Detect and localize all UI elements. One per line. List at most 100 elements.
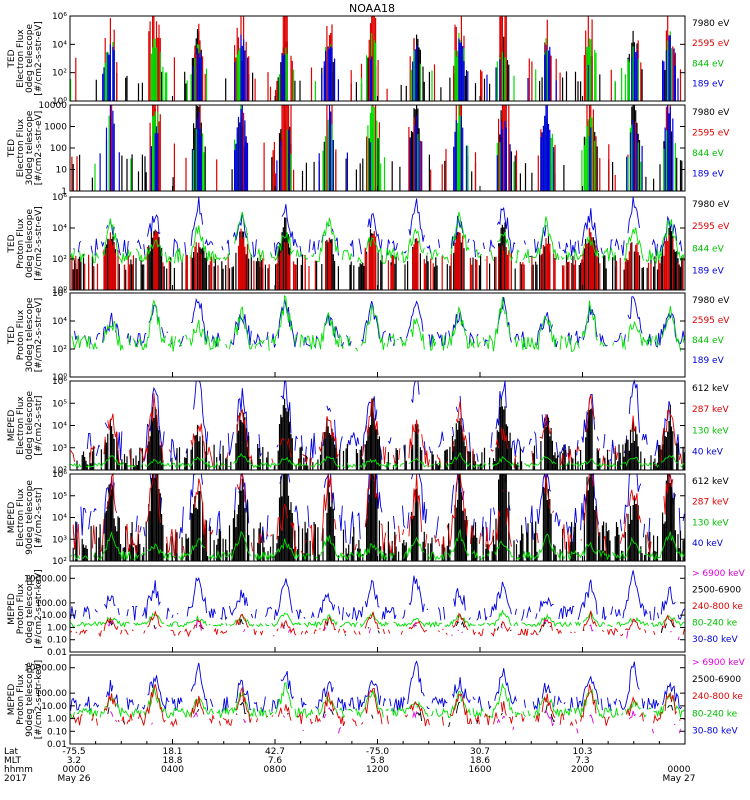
y-axis-label: MEPED xyxy=(7,684,17,716)
series-844-ev xyxy=(70,211,685,265)
x-tick-lat: -75.0 xyxy=(366,747,390,757)
series-trace xyxy=(110,707,681,734)
legend-label: 189 eV xyxy=(692,169,725,179)
y-tick-label: 10⁰ xyxy=(52,373,67,383)
series-trace xyxy=(72,683,685,728)
y-tick-label: 10000.00 xyxy=(24,664,67,674)
y-tick-label: 10⁴ xyxy=(52,422,67,432)
legend-label: 2500-6900 xyxy=(692,675,741,685)
legend-label: > 6900 keV xyxy=(692,569,746,579)
x-tick-lat: 10.3 xyxy=(572,747,592,757)
y-axis-label: Electron Flux xyxy=(16,488,26,547)
legend-label: 7980 eV xyxy=(692,108,730,118)
series-trace xyxy=(70,211,685,265)
legend-label: 7980 eV xyxy=(692,200,730,210)
series-2595-ev xyxy=(71,227,684,290)
y-tick-label: 100 xyxy=(50,144,67,154)
y-tick-label: 10⁵ xyxy=(52,399,67,409)
x-tick-mlt: 7.6 xyxy=(268,756,283,766)
legend-label: 240-800 ke xyxy=(692,692,743,702)
x-tick-hhmm: 2000 xyxy=(571,765,594,775)
y-axis-label: [#/cm2-s-str-eV] xyxy=(34,21,44,96)
series-trace xyxy=(94,105,676,191)
x-tick-hhmm: 1600 xyxy=(469,765,492,775)
y-tick-label: 10⁴ xyxy=(52,40,67,50)
y-tick-label: 10⁰ xyxy=(52,97,67,107)
y-axis-label: Electron Flux xyxy=(16,118,26,177)
x-row-label: 2017 xyxy=(4,774,27,784)
y-axis-label: [#/cm2-s-str-eV] xyxy=(34,298,44,373)
y-axis-label: 30deg telescope xyxy=(25,297,35,372)
series-130-kev xyxy=(70,528,685,562)
legend-label: > 6900 keV xyxy=(692,658,746,668)
y-axis-label: TED xyxy=(7,139,17,158)
legend-label: 189 eV xyxy=(692,266,725,276)
panel-2: 1 10 100 1000 10000 TED Electron Flux 30deg tel… xyxy=(7,101,730,197)
y-axis-label: [#/cm2-s-str-eV] xyxy=(34,111,44,186)
x-row-label: hhmm xyxy=(4,765,33,775)
y-axis-label: MEPED xyxy=(7,410,17,442)
y-tick-label: 10.00 xyxy=(41,611,67,621)
y-axis-label: Proton Flux xyxy=(16,674,26,725)
y-tick-label: 10³ xyxy=(52,444,67,454)
series-844-ev xyxy=(71,294,685,352)
y-tick-label: 10.00 xyxy=(41,702,67,712)
y-tick-label: 10⁰ xyxy=(52,286,67,296)
series-189-ev xyxy=(73,197,684,257)
legend-label: 40 keV xyxy=(692,539,724,549)
y-axis-label: [#/cm2-s-str-eV] xyxy=(34,206,44,281)
y-tick-label: 10⁴ xyxy=(52,317,67,327)
x-tick-mlt: 18.6 xyxy=(470,756,490,766)
legend-label: 240-800 ke xyxy=(692,602,743,612)
y-axis-label: 0deg telescope xyxy=(25,574,35,644)
y-tick-label: 0.01 xyxy=(47,740,67,750)
x-tick-mlt: 5.8 xyxy=(370,756,385,766)
legend-label: 30-80 keV xyxy=(692,635,738,645)
legend-label: 287 keV xyxy=(692,405,729,415)
legend-label: 2595 eV xyxy=(692,222,730,232)
y-tick-label: 100.00 xyxy=(36,599,68,609)
series-189-ev xyxy=(102,34,679,101)
legend-label: 130 keV xyxy=(692,426,729,436)
y-axis-label: Electron Flux xyxy=(16,396,26,455)
panel-6: 10² 10³ 10⁴ 10⁵ 10⁶ MEPED Electron Flux 90deg t… xyxy=(7,470,729,567)
y-axis-label: TED xyxy=(7,326,17,345)
y-axis-label: [#/cm2-s-str] xyxy=(34,487,44,547)
x-tick-mlt: 18.8 xyxy=(162,756,182,766)
panel-7: 0.01 0.10 1.00 10.00 100.00 10000.00 MEPED Prot… xyxy=(7,565,746,658)
legend-label: 2500-6900 xyxy=(692,586,741,596)
legend-label: 7980 eV xyxy=(692,296,730,306)
series-287-kev xyxy=(70,393,683,468)
panel-1: 10⁰ 10² 10⁴ 10⁶ TED Electron Flux 0deg telesco… xyxy=(7,12,730,107)
series--6900-kev xyxy=(110,707,681,734)
legend-label: 844 eV xyxy=(692,59,725,69)
y-axis-label: [#/cm2-s-str-keV] xyxy=(34,569,44,648)
series-trace xyxy=(70,528,685,562)
y-axis-label: 0deg telescope xyxy=(25,391,35,461)
y-axis-label: Proton Flux xyxy=(16,309,26,360)
legend-label: 844 eV xyxy=(692,336,725,346)
legend-label: 7980 eV xyxy=(692,19,730,29)
legend-label: 80-240 ke xyxy=(692,709,738,719)
y-tick-label: 10000.00 xyxy=(24,574,67,584)
y-axis-label: Proton Flux xyxy=(16,583,26,634)
legend-label: 30-80 keV xyxy=(692,726,738,736)
x-tick-hhmm: 0000 xyxy=(668,765,691,775)
y-tick-label: 10² xyxy=(52,255,67,265)
y-tick-label: 1000 xyxy=(44,123,67,133)
series-30-80-kev xyxy=(70,570,685,622)
x-tick-hhmm: 0400 xyxy=(161,765,184,775)
legend-label: 2595 eV xyxy=(692,128,730,138)
y-tick-label: 10⁶ xyxy=(52,12,67,22)
panel-5: 10² 10³ 10⁴ 10⁵ 10⁶ MEPED Electron Flux 0deg te… xyxy=(7,377,729,476)
legend-label: 2595 eV xyxy=(692,39,730,49)
series-trace xyxy=(102,34,679,101)
y-axis-label: [#/cm2-s-str] xyxy=(34,395,44,455)
y-tick-label: 10⁴ xyxy=(52,224,67,234)
y-tick-label: 1 xyxy=(61,187,67,197)
y-axis-label: 90deg telescope xyxy=(25,480,35,555)
series-612-kev xyxy=(72,474,685,561)
x-tick-lat: -75.5 xyxy=(62,747,85,757)
y-tick-label: 1.00 xyxy=(47,715,67,725)
